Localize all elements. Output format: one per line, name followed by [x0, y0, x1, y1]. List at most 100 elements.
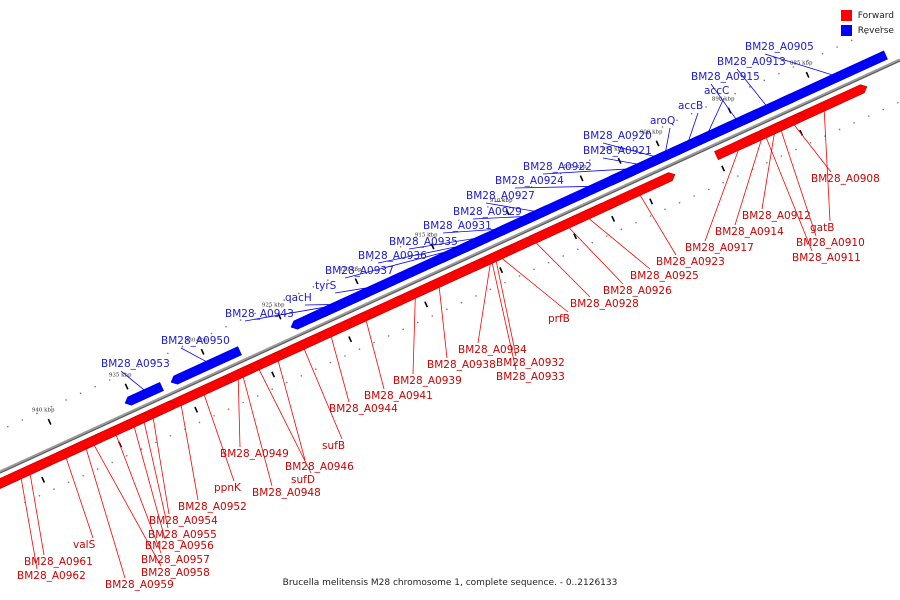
dots-upper-row-dot: [734, 92, 737, 95]
dots-upper-row-dot: [632, 139, 635, 142]
dots-upper-row-dot: [94, 385, 96, 388]
gene-label[interactable]: BM28_A0911: [792, 252, 861, 264]
label-leader: [133, 426, 166, 540]
dots-upper-row-dot: [327, 279, 329, 281]
gene-label[interactable]: BM28_A0924: [495, 175, 564, 187]
dots-upper-row-dot: [821, 52, 824, 55]
gene-label[interactable]: prfB: [548, 313, 570, 325]
gene-label[interactable]: BM28_A0959: [105, 579, 174, 591]
gene-label[interactable]: BM28_A0914: [715, 226, 784, 238]
gene-label[interactable]: BM28_A0949: [220, 448, 289, 460]
gene-label[interactable]: tyrS: [315, 280, 337, 292]
gene-label[interactable]: BM28_A0932: [496, 357, 565, 369]
label-leader: [736, 68, 767, 106]
label-leader: [180, 347, 206, 362]
gene-label[interactable]: BM28_A0915: [691, 71, 760, 83]
tick-label: 885 kbp: [790, 61, 813, 67]
gene-label[interactable]: BM28_A0948: [252, 487, 321, 499]
gene-label[interactable]: accC: [704, 85, 729, 97]
dots-lower-row-dot: [358, 348, 361, 351]
tick-mark: [354, 278, 359, 285]
dots-upper-row-dot: [865, 32, 867, 35]
gene-label[interactable]: sufD: [291, 474, 315, 486]
tick-mark: [430, 243, 435, 250]
gene-label[interactable]: ppnK: [214, 482, 242, 494]
tick-mark: [579, 175, 584, 182]
gene-label[interactable]: BM28_A0917: [685, 242, 754, 254]
gene-label[interactable]: qacH: [285, 292, 312, 304]
gene-arrow[interactable]: [170, 346, 242, 385]
gene-label[interactable]: BM28_A0954: [149, 515, 218, 527]
gene-label[interactable]: BM28_A0905: [745, 41, 814, 53]
dots-lower-row-dot: [606, 235, 608, 237]
gene-label[interactable]: BM28_A0928: [570, 298, 639, 310]
gene-label[interactable]: BM28_A0944: [329, 403, 398, 415]
dots-lower-row-dot: [38, 494, 41, 497]
gene-label[interactable]: BM28_A0941: [364, 390, 433, 402]
gene-label[interactable]: BM28_A0929: [453, 206, 522, 218]
gene-label[interactable]: BM28_A0923: [656, 256, 725, 268]
gene-label[interactable]: accB: [678, 100, 703, 112]
dots-lower-row-dot: [766, 161, 768, 164]
gene-arrow[interactable]: [0, 457, 53, 492]
label-leader: [602, 157, 637, 165]
gene-label[interactable]: sufB: [322, 440, 345, 452]
gene-label[interactable]: BM28_A0956: [145, 540, 214, 552]
dots-upper-row-dot: [414, 239, 416, 241]
gene-label[interactable]: BM28_A0931: [423, 220, 492, 232]
gene-label[interactable]: BM28_A0961: [24, 556, 93, 568]
dots-upper-row-dot: [850, 39, 853, 42]
gene-label[interactable]: BM28_A0912: [742, 210, 811, 222]
gene-label[interactable]: BM28_A0936: [358, 250, 427, 262]
tick-label: 935 kbp: [109, 372, 132, 378]
gene-label[interactable]: aroQ: [650, 115, 675, 127]
gene-label[interactable]: BM28_A0953: [101, 358, 170, 370]
gene-label[interactable]: BM28_A0937: [325, 265, 394, 277]
gene-label[interactable]: BM28_A0938: [427, 359, 496, 371]
label-leader: [588, 218, 651, 270]
gene-label[interactable]: BM28_A0950: [161, 335, 230, 347]
gene-label[interactable]: BM28_A0952: [178, 501, 247, 513]
gene-label[interactable]: BM28_A0920: [583, 130, 652, 142]
gene-arrow[interactable]: [714, 132, 762, 161]
gene-label[interactable]: BM28_A0933: [496, 371, 565, 383]
dots-lower-row-dot: [198, 421, 201, 424]
dots-lower-row-dot: [82, 474, 84, 477]
dots-upper-row-dot: [239, 319, 242, 321]
dots-lower-row-dot: [125, 454, 128, 457]
gene-label[interactable]: valS: [73, 539, 96, 551]
gene-label[interactable]: BM28_A0926: [603, 285, 672, 297]
label-leader: [514, 186, 588, 189]
label-leader: [277, 361, 306, 461]
gene-label[interactable]: BM28_A0908: [811, 173, 880, 185]
dots-lower-row-dot: [882, 108, 885, 111]
gene-label[interactable]: BM28_A0939: [393, 375, 462, 387]
gene-label[interactable]: BM28_A0934: [458, 344, 527, 356]
dots-upper-row-dot: [167, 352, 169, 355]
gene-label[interactable]: BM28_A0921: [583, 145, 652, 157]
gene-arrow[interactable]: [124, 381, 164, 406]
tick-mark: [277, 313, 282, 320]
gene-label[interactable]: BM28_A0925: [630, 270, 699, 282]
gene-label[interactable]: BM28_A0913: [717, 56, 786, 68]
label-leader: [244, 306, 324, 322]
gene-label[interactable]: gatB: [810, 222, 834, 234]
gene-label[interactable]: BM28_A0955: [148, 529, 217, 541]
gene-label[interactable]: BM28_A0922: [523, 161, 592, 173]
gene-label[interactable]: BM28_A0946: [285, 461, 354, 473]
gene-label[interactable]: BM28_A0927: [466, 190, 535, 202]
gene-label[interactable]: BM28_A0943: [225, 308, 294, 320]
gene-label[interactable]: BM28_A0957: [141, 554, 210, 566]
gene-arrow[interactable]: [304, 299, 344, 324]
label-leader: [602, 142, 654, 157]
gene-label[interactable]: BM28_A0935: [389, 236, 458, 248]
dots-lower-row-dot: [809, 141, 812, 144]
gene-label[interactable]: BM28_A0910: [796, 237, 865, 249]
gene-label[interactable]: BM28_A0958: [141, 567, 210, 579]
dots-upper-row-dot: [487, 206, 489, 208]
dots-upper-row-dot: [661, 126, 664, 128]
gene-label[interactable]: BM28_A0962: [17, 570, 86, 582]
dots-lower-row-dot: [67, 481, 70, 484]
dots-upper-row-dot: [763, 79, 766, 82]
dots-upper-row-dot: [181, 345, 184, 348]
